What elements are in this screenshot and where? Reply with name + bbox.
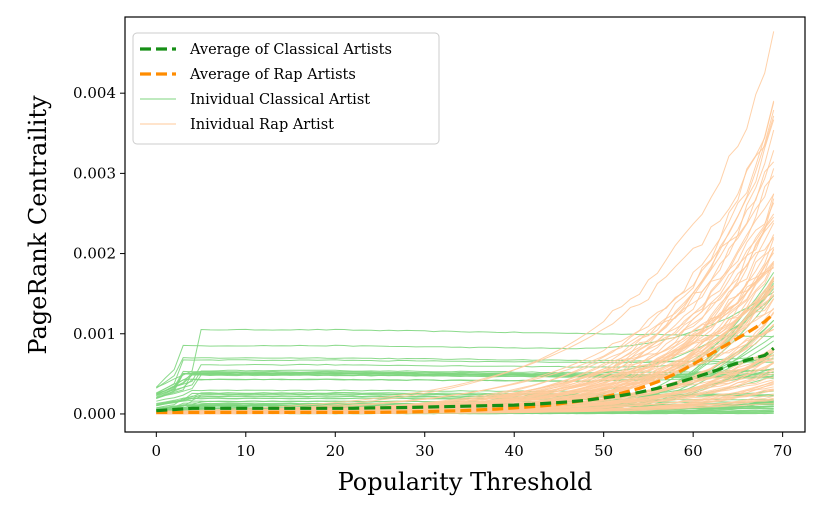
classical-artist-line: [156, 355, 774, 394]
x-tick-label: 40: [505, 442, 524, 460]
x-axis-title: Popularity Threshold: [338, 468, 593, 496]
x-tick-label: 70: [773, 442, 792, 460]
legend-label: Average of Classical Artists: [189, 42, 392, 58]
legend-label: Average of Rap Artists: [189, 67, 356, 83]
rap-artist-line: [156, 262, 775, 412]
y-axis: 0.000 0.001 0.002 0.003 0.004: [73, 84, 125, 423]
average-line: [156, 346, 775, 413]
plot-frame: [124, 16, 806, 433]
x-axis: 0 10 20 30 40 50 60 70: [152, 432, 792, 460]
y-tick-label: 0.001: [73, 325, 116, 343]
x-tick-label: 20: [326, 442, 345, 460]
x-tick-label: 0: [152, 442, 162, 460]
y-tick-label: 0.004: [73, 84, 116, 102]
legend-label: Inividual Rap Artist: [190, 117, 334, 133]
x-tick-label: 60: [684, 442, 703, 460]
y-tick-label: 0.003: [73, 164, 116, 182]
x-tick-label: 50: [594, 442, 613, 460]
x-tick-label: 10: [236, 442, 255, 460]
y-tick-label: 0.000: [73, 405, 116, 423]
average-lines: [156, 312, 775, 414]
legend-label: Inividual Classical Artist: [190, 92, 370, 108]
legend: Average of Classical Artists Average of R…: [132, 32, 440, 145]
y-tick-label: 0.002: [73, 245, 116, 263]
x-tick-label: 30: [415, 442, 434, 460]
average-line: [156, 312, 775, 414]
legend-box: [132, 32, 440, 145]
y-axis-title: PageRank Centraility: [24, 95, 52, 355]
